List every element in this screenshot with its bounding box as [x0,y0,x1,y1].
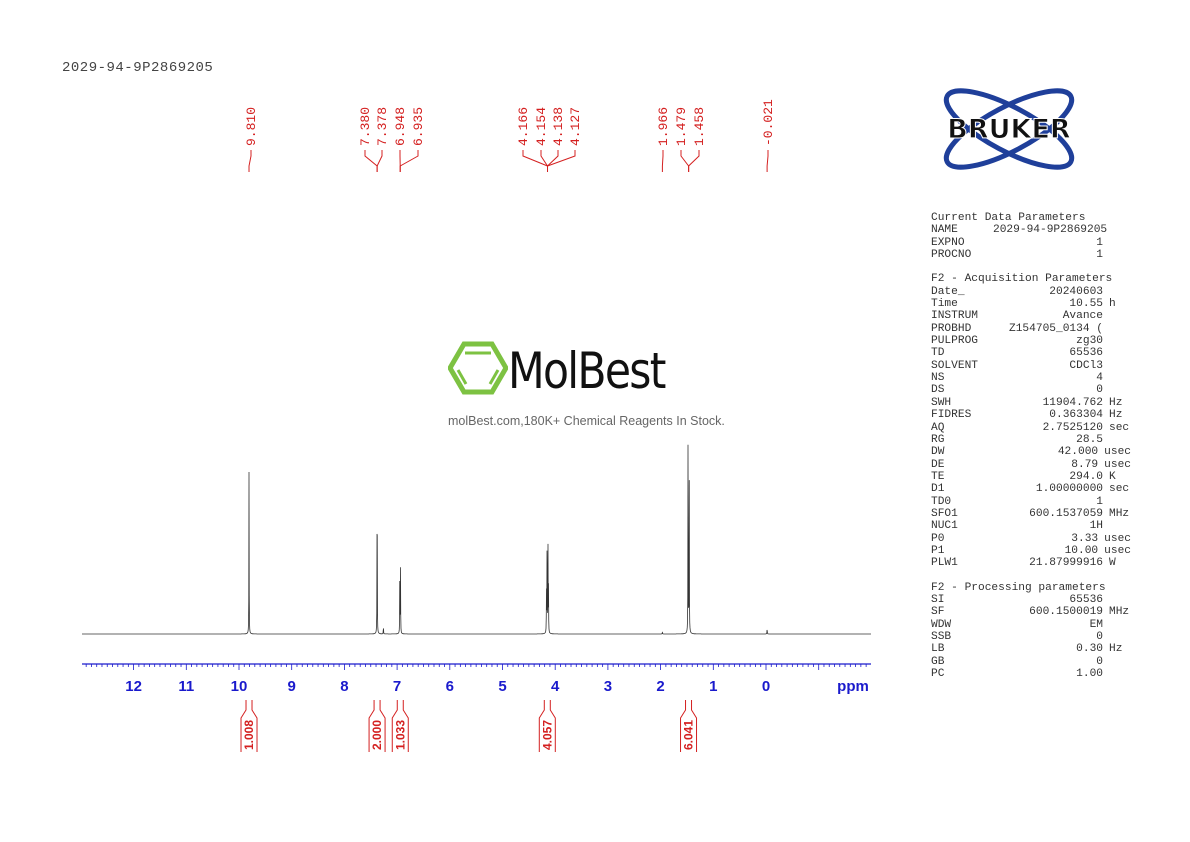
x-tick-label: 4 [551,678,560,695]
peak-label: 6.935 [411,107,426,146]
svg-text:BRUKER: BRUKER [947,114,1071,145]
parameter-row: SOLVENT CDCl3 [931,359,1103,372]
parameter-row: P1 10.00 usec [931,544,1131,557]
parameter-row: SFO1 600.1537059 MHz [931,507,1130,520]
x-tick-label: 5 [498,678,506,695]
parameter-row: GB 0 [931,655,1103,668]
peak-label: 4.138 [551,107,566,146]
parameter-row: SF 600.1500019 MHz [931,606,1130,619]
parameter-row: D1 1.00000000 sec [931,483,1130,496]
benzene-logo-icon [447,341,509,395]
parameter-row: DW 42.000 usec [931,446,1131,459]
peak-label-connector [680,150,690,172]
peak-label: 7.378 [375,107,390,146]
peak-label-connector [399,150,419,172]
molbest-watermark: MolBest [447,340,666,401]
parameter-row: NAME 2029-94-9P2869205 [931,224,1108,237]
peak-label-connector [364,150,378,172]
parameter-row: INSTRUM Avance [931,310,1103,323]
peak-label: 1.458 [692,107,707,146]
parameter-row: Date_ 20240603 [931,285,1103,298]
x-tick-label: 12 [125,678,142,695]
parameter-row: DE 8.79 usec [931,458,1131,471]
peak-label: 4.127 [568,107,583,146]
peak-label: -0.021 [761,99,776,146]
x-axis-label: ppm [837,678,869,695]
integral-value: 2.000 [370,720,384,750]
integral-bracket [240,700,258,752]
spectrum-title: 2029-94-9P2869205 [62,60,214,76]
x-tick-label: 10 [231,678,248,695]
x-tick-label: 8 [340,678,348,695]
parameter-row: DS 0 [931,384,1103,397]
peak-label-connector [766,150,769,172]
parameter-row: PROCNO 1 [931,249,1103,262]
parameter-section-title: F2 - Processing parameters [931,581,1106,594]
integral-value: 4.057 [540,720,554,750]
peak-label: 1.479 [674,107,689,146]
parameter-row: PLW1 21.87999916 W [931,557,1116,570]
parameter-row: FIDRES 0.363304 Hz [931,409,1123,422]
peak-label-connector [661,150,664,172]
integral-bracket [391,700,409,752]
parameter-row: RG 28.5 [931,433,1103,446]
watermark-name: MolBest [508,342,666,400]
integral-bracket [680,700,698,752]
integral-value: 1.033 [393,720,407,750]
parameter-row: P0 3.33 usec [931,532,1131,545]
acquisition-parameters: Current Data Parameters NAME 2029-94-9P286… [931,212,1131,680]
integral-bracket [368,700,386,752]
parameter-row: SI 65536 [931,593,1103,606]
peak-label: 1.966 [656,107,671,146]
x-tick-label: 7 [393,678,401,695]
peak-label: 4.154 [534,107,549,146]
parameter-row: TD 65536 [931,347,1103,360]
parameter-row: SSB 0 [931,631,1103,643]
peak-label-connector [248,150,252,172]
integral-value: 1.008 [242,720,256,750]
peak-label-connector [540,150,549,172]
integral-value: 6.041 [682,720,696,750]
peak-labels: 9.810 7.380 7.378 6.948 6.935 4.166 4.154 4.138… [244,99,776,172]
peak-label: 7.380 [358,107,373,146]
x-tick-label: 6 [446,678,454,695]
parameter-row: LB 0.30 Hz [931,643,1123,656]
parameter-row: TD0 1 [931,495,1103,508]
spectrum-line [82,444,871,635]
parameter-row: SWH 11904.762 Hz [931,396,1123,409]
parameter-row: NS 4 [931,372,1103,385]
x-tick-label: 1 [709,678,717,695]
parameter-row: WDW EM [931,618,1103,631]
peak-label: 6.948 [393,107,408,146]
x-tick-label: 2 [656,678,664,695]
peak-label-connector [376,150,383,172]
integral-bracket [538,700,556,752]
parameter-row: EXPNO 1 [931,236,1103,249]
parameter-row: PC 1.00 [931,668,1103,681]
bruker-logo: BRUKER [922,84,1097,184]
parameter-row: PULPROG zg30 [931,335,1103,348]
peak-label-connector [547,150,559,172]
parameter-row: PROBHD Z154705_0134 ( [931,322,1103,335]
peak-label: 4.166 [516,107,531,146]
x-tick-label: 3 [604,678,612,695]
parameter-row: Time 10.55 h [931,298,1116,311]
parameter-row: AQ 2.7525120 sec [931,421,1130,434]
x-tick-label: 9 [288,678,296,695]
integrals: 1.008 2.000 1.033 4.057 6.041 [240,700,698,752]
nmr-spectrum-chart: 9.810 7.380 7.378 6.948 6.935 4.166 4.154 4.138… [82,99,871,752]
parameter-section-title: F2 - Acquisition Parameters [931,273,1113,286]
peak-label: 9.810 [244,107,259,146]
parameter-row: TE 294.0 K [931,470,1116,483]
peak-label-connector [688,150,700,172]
x-tick-label: 11 [178,678,194,695]
x-tick-label: 0 [762,678,770,695]
x-axis: 12 11 10 9 8 7 6 5 4 3 2 1 0 ppm [82,663,871,695]
parameter-section-title: Current Data Parameters [931,212,1086,224]
watermark-tagline: molBest.com,180K+ Chemical Reagents In S… [448,414,725,428]
peak-label-connector [547,150,576,172]
parameter-row: NUC1 1H [931,520,1103,533]
